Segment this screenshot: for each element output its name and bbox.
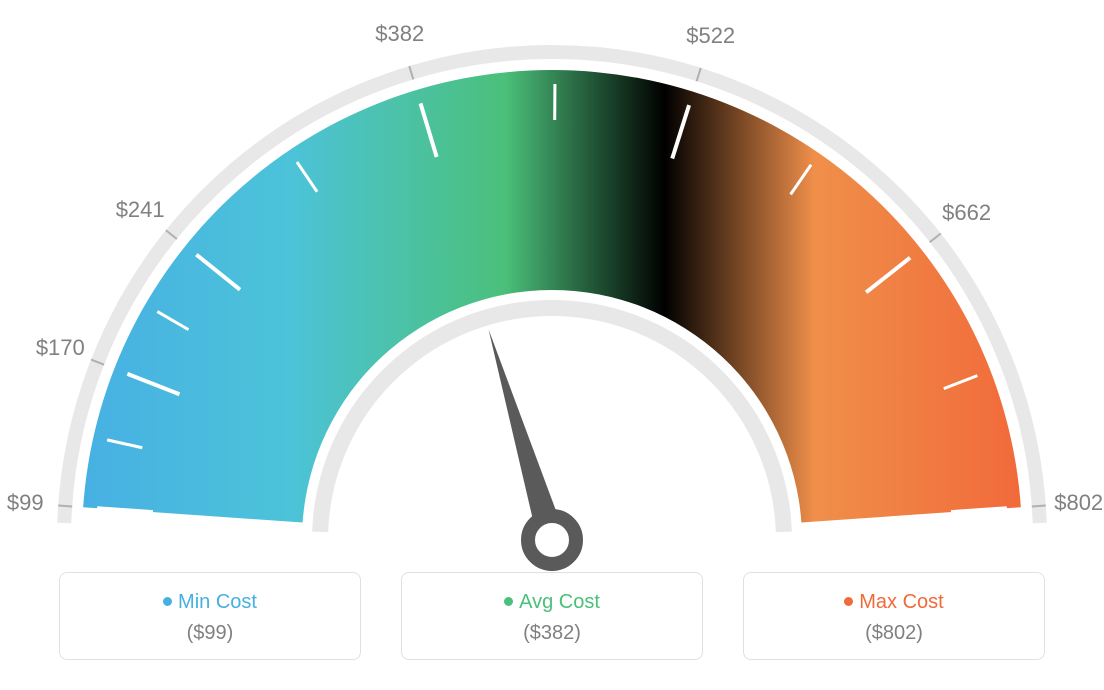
gauge-outer-tick [1032,505,1046,506]
legend-dot-avg [504,597,513,606]
gauge-svg [0,0,1104,580]
legend-dot-max [844,597,853,606]
legend-label-max: Max Cost [859,591,943,613]
gauge-color-arc [83,70,1021,523]
legend-label-min: Min Cost [178,591,257,613]
legend-value-min: ($99) [60,622,360,645]
legend-title-min: Min Cost [60,591,360,614]
legend-title-max: Max Cost [744,591,1044,614]
gauge-tick-label: $170 [36,335,85,361]
legend-box-max: Max Cost ($802) [743,572,1045,660]
legend-value-max: ($802) [744,622,1044,645]
gauge-area: $99 $170 $241 $382 $522 $662 $802 [0,0,1104,560]
legend-box-avg: Avg Cost ($382) [401,572,703,660]
gauge-outer-tick [58,505,72,506]
legend-value-avg: ($382) [402,622,702,645]
gauge-tick-label: $662 [942,200,991,226]
gauge-tick-label: $99 [7,490,44,516]
legend-dot-min [163,597,172,606]
gauge-tick-label: $241 [116,197,165,223]
legend-box-min: Min Cost ($99) [59,572,361,660]
gauge-tick-label: $802 [1054,490,1103,516]
gauge-chart-container: $99 $170 $241 $382 $522 $662 $802 Min Cost ($9… [0,0,1104,690]
legend-label-avg: Avg Cost [519,591,600,613]
gauge-needle-hub [528,516,576,564]
gauge-tick-label: $522 [686,23,735,49]
legend-row: Min Cost ($99) Avg Cost ($382) Max Cost … [0,572,1104,660]
legend-title-avg: Avg Cost [402,591,702,614]
gauge-tick-label: $382 [375,21,424,47]
